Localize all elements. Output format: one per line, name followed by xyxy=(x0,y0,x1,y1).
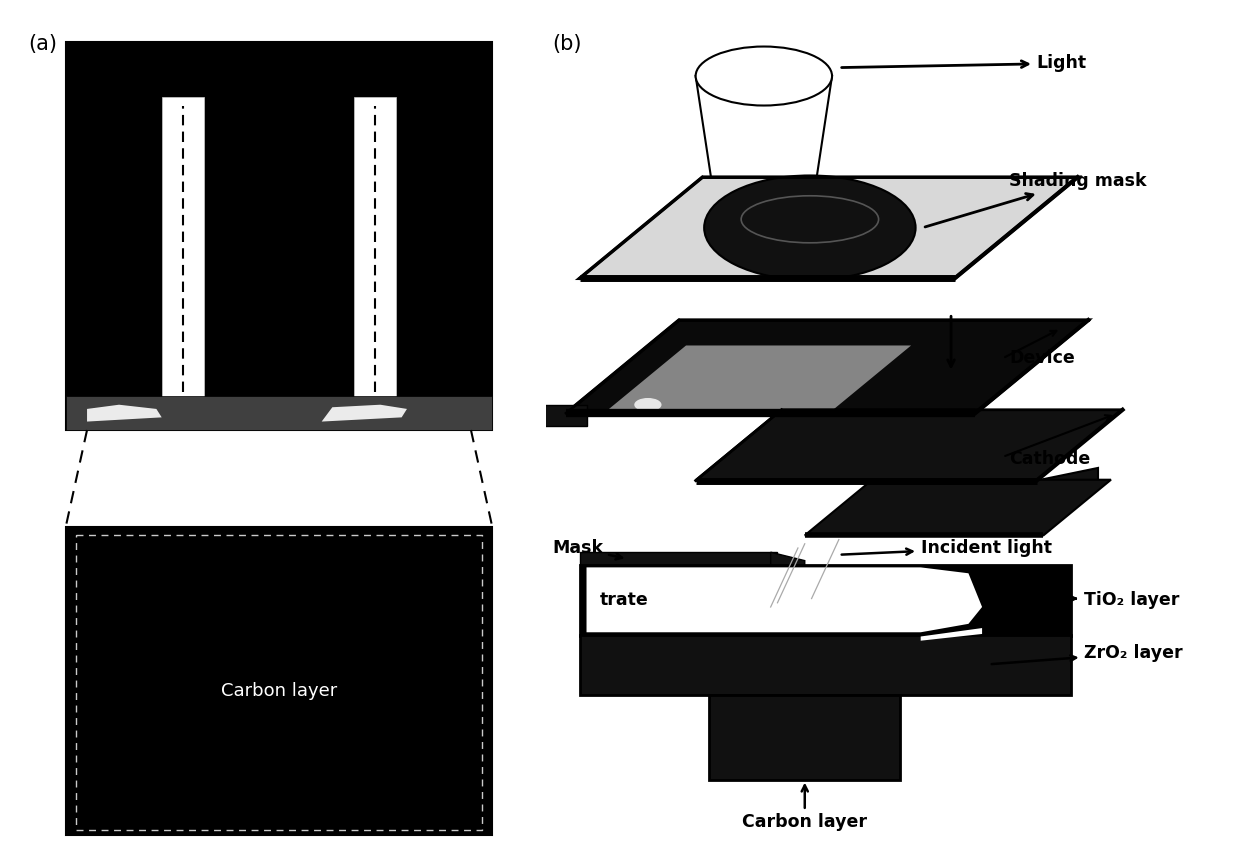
Bar xyxy=(161,97,205,401)
Text: Mask: Mask xyxy=(553,539,622,559)
Polygon shape xyxy=(696,76,832,211)
Polygon shape xyxy=(321,405,407,421)
Ellipse shape xyxy=(717,193,812,230)
Text: (a): (a) xyxy=(29,34,57,54)
Polygon shape xyxy=(608,346,911,410)
Bar xyxy=(580,635,1071,696)
Text: trate: trate xyxy=(600,591,649,609)
Bar xyxy=(709,696,900,780)
Polygon shape xyxy=(580,552,777,565)
Text: Device: Device xyxy=(1009,349,1075,367)
Polygon shape xyxy=(770,552,805,574)
Text: Light: Light xyxy=(842,54,1086,72)
Polygon shape xyxy=(696,409,1122,481)
Ellipse shape xyxy=(634,398,662,411)
Ellipse shape xyxy=(696,46,832,106)
Text: Incident light: Incident light xyxy=(842,539,1052,557)
Bar xyxy=(66,527,492,834)
Text: TiO₂ layer: TiO₂ layer xyxy=(1084,591,1179,609)
Polygon shape xyxy=(471,405,587,426)
Text: Shading mask: Shading mask xyxy=(925,172,1147,227)
Bar xyxy=(353,97,397,401)
Polygon shape xyxy=(87,405,161,421)
Bar xyxy=(580,565,1071,636)
Text: Carbon layer: Carbon layer xyxy=(743,785,867,832)
Ellipse shape xyxy=(704,175,915,280)
Polygon shape xyxy=(805,480,1111,535)
Bar xyxy=(66,396,492,430)
Polygon shape xyxy=(567,320,1089,413)
Text: Cathode: Cathode xyxy=(1009,451,1091,469)
Polygon shape xyxy=(587,568,982,632)
Text: Carbon layer: Carbon layer xyxy=(221,682,337,700)
Polygon shape xyxy=(1037,468,1099,494)
Text: (b): (b) xyxy=(553,34,582,54)
Polygon shape xyxy=(920,628,982,641)
Bar xyxy=(66,42,492,430)
Polygon shape xyxy=(580,177,1078,279)
Text: ZrO₂ layer: ZrO₂ layer xyxy=(992,644,1183,664)
